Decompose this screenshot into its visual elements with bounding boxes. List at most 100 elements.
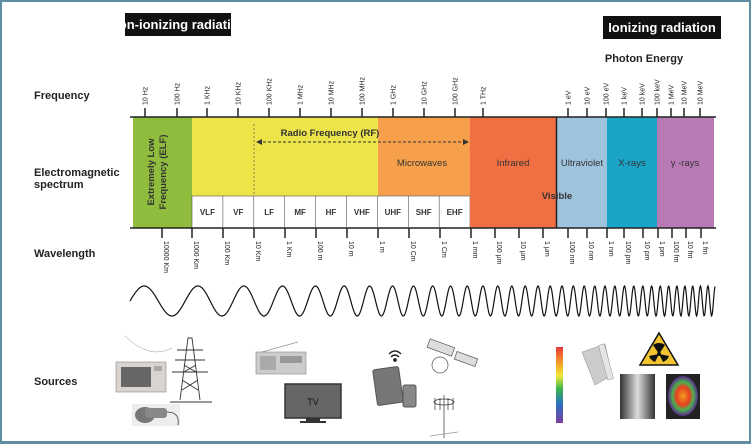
tick-label: 100 keV [655, 79, 662, 105]
non-ionizing-header: Non-ionizing radiation [109, 17, 246, 32]
tick-label: 10 MeV [682, 81, 689, 105]
wavelength-row-label: Wavelength [34, 248, 96, 260]
visible-label: Visible [542, 191, 572, 202]
tick-label: 100 nm [568, 241, 575, 265]
tick-label: 1 nm [607, 241, 614, 257]
tick-label: 10 eV [585, 86, 592, 105]
tick-label: 1 eV [566, 90, 573, 105]
tick-label: 100 m [316, 241, 323, 261]
tick-label: 1 GHz [391, 85, 398, 105]
tick-label: 100 pm [624, 241, 631, 265]
band-radio [192, 117, 378, 196]
tick-label: 1 KHz [205, 85, 212, 105]
sub-band-uhf: UHF [385, 208, 402, 217]
band-microwaves [378, 117, 470, 196]
non-ionizing-header-box [125, 13, 231, 36]
tick-label: 100 fm [672, 241, 679, 263]
sources-row-label: Sources [34, 376, 77, 388]
sub-band-ehf: EHF [447, 208, 463, 217]
chest-xray-icon [620, 374, 655, 419]
xrays-label: X-rays [618, 158, 646, 169]
ionizing-header: Ionizing radiation [608, 20, 716, 35]
sub-band-vf: VF [233, 208, 243, 217]
radiation-symbol-icon [638, 331, 680, 366]
hair-dryer-icon [132, 404, 180, 426]
cell-tower-icon [429, 395, 459, 438]
frequency-row-label: Frequency [34, 90, 91, 102]
tablet-phone-icon [372, 366, 417, 408]
wave-illustration [129, 284, 716, 318]
television-icon: TV [284, 383, 342, 423]
tv-label: TV [307, 397, 319, 407]
tick-label: 100 Hz [175, 82, 182, 105]
arrow-right-icon [463, 139, 469, 145]
tick-label: 10 keV [640, 83, 647, 105]
tick-label: 1 μm [543, 241, 550, 257]
sub-band-shf: SHF [416, 208, 432, 217]
uv-lamp-icon [581, 343, 614, 386]
tick-label: 10 KHz [236, 82, 243, 105]
sub-band-lf: LF [264, 208, 274, 217]
tick-label: 10 m [347, 241, 354, 257]
tick-label: 100 μm [495, 241, 502, 265]
tick-label: 1 mm [471, 241, 478, 259]
band-infrared [470, 117, 556, 228]
radio-icon [255, 341, 307, 375]
sub-band-vhf: VHF [354, 208, 370, 217]
tick-label: 1000 Km [192, 241, 199, 269]
satellite-icon [426, 338, 479, 374]
sub-band-mf: MF [294, 208, 306, 217]
sub-band-row [191, 195, 471, 229]
tick-label: 10 μm [519, 241, 526, 261]
tick-label: 1 pm [658, 241, 665, 257]
infrared-label: Infrared [497, 158, 530, 169]
tick-label: 10 MeV [698, 81, 705, 105]
photon-energy-label: Photon Energy [605, 53, 684, 65]
tick-label: 1 fm [701, 241, 708, 255]
sub-band-vlf: VLF [200, 208, 215, 217]
band-gamma [657, 117, 714, 228]
power-line-tower-icon [124, 335, 212, 403]
gamma-label: γ -rays [671, 158, 700, 169]
sub-band-hf: HF [326, 208, 337, 217]
rf-label: Radio Frequency (RF) [281, 128, 380, 139]
microwave-oven-icon [115, 361, 167, 393]
tick-label: 100 MHz [360, 76, 367, 105]
tick-label: 10 pm [643, 241, 650, 261]
tick-label: 10 GHz [422, 81, 429, 105]
tick-label: 10 nm [587, 241, 594, 261]
tick-label: 1 Cm [440, 241, 447, 258]
tick-label: 10000 Km [162, 241, 169, 273]
tick-label: 100 GHz [453, 77, 460, 105]
tick-label: 100 eV [604, 82, 611, 105]
tick-label: 10 fm [686, 241, 693, 259]
band-xrays [607, 117, 657, 228]
band-ultraviolet [557, 117, 607, 228]
tick-label: 1 THz [481, 86, 488, 105]
tick-label: 10 Km [254, 241, 261, 261]
tick-label: 100 KHz [267, 78, 274, 105]
tick-label: 10 Hz [143, 86, 150, 105]
tick-label: 1 MeV [669, 84, 676, 105]
ultraviolet-label: Ultraviolet [561, 158, 604, 169]
band-elf [133, 117, 192, 228]
tick-label: 1 Km [285, 241, 292, 258]
arrow-left-icon [256, 139, 262, 145]
tick-label: 1 m [378, 241, 385, 253]
wifi-icon [388, 350, 402, 362]
tick-label: 100 Km [223, 241, 230, 265]
visible-light-spectrum-icon [556, 347, 563, 423]
tick-label: 1 MHz [298, 84, 305, 105]
elf-label-line2: Frequency (ELF) [158, 135, 169, 210]
microwaves-label: Microwaves [397, 158, 447, 169]
tick-label: 1 keV [622, 87, 629, 105]
pet-scan-icon [666, 374, 700, 419]
tick-label: 10 Cm [409, 241, 416, 262]
spectrum-row-label-line2: spectrum [34, 179, 84, 191]
elf-label-line1: Extremely Low [146, 138, 157, 206]
tick-label: 10 MHz [329, 80, 336, 105]
ionizing-header-box [603, 16, 721, 39]
spectrum-row-label-line1: Electromagnetic [34, 167, 120, 179]
